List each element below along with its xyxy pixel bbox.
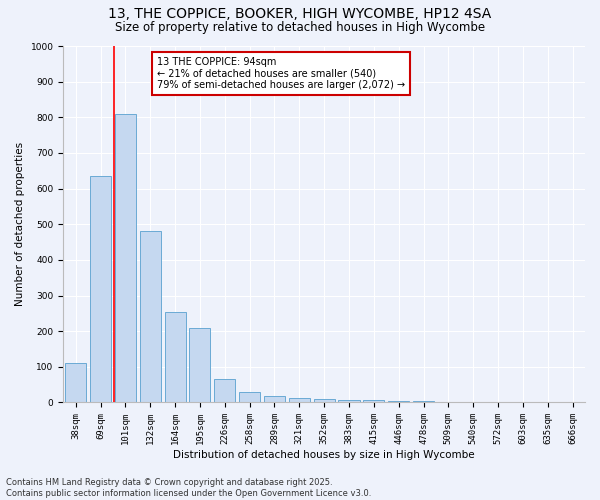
X-axis label: Distribution of detached houses by size in High Wycombe: Distribution of detached houses by size …: [173, 450, 475, 460]
Bar: [190, 328, 211, 402]
Bar: [239, 392, 260, 402]
Bar: [214, 380, 235, 402]
Y-axis label: Number of detached properties: Number of detached properties: [15, 142, 25, 306]
Text: Size of property relative to detached houses in High Wycombe: Size of property relative to detached ho…: [115, 21, 485, 34]
Bar: [115, 114, 136, 403]
Text: 13, THE COPPICE, BOOKER, HIGH WYCOMBE, HP12 4SA: 13, THE COPPICE, BOOKER, HIGH WYCOMBE, H…: [109, 8, 491, 22]
Bar: [314, 399, 335, 402]
Bar: [363, 400, 385, 402]
Bar: [388, 400, 409, 402]
Text: Contains HM Land Registry data © Crown copyright and database right 2025.
Contai: Contains HM Land Registry data © Crown c…: [6, 478, 371, 498]
Bar: [164, 312, 185, 402]
Bar: [140, 232, 161, 402]
Bar: [90, 176, 111, 402]
Text: 13 THE COPPICE: 94sqm
← 21% of detached houses are smaller (540)
79% of semi-det: 13 THE COPPICE: 94sqm ← 21% of detached …: [157, 56, 406, 90]
Bar: [264, 396, 285, 402]
Bar: [289, 398, 310, 402]
Bar: [338, 400, 359, 402]
Bar: [65, 364, 86, 403]
